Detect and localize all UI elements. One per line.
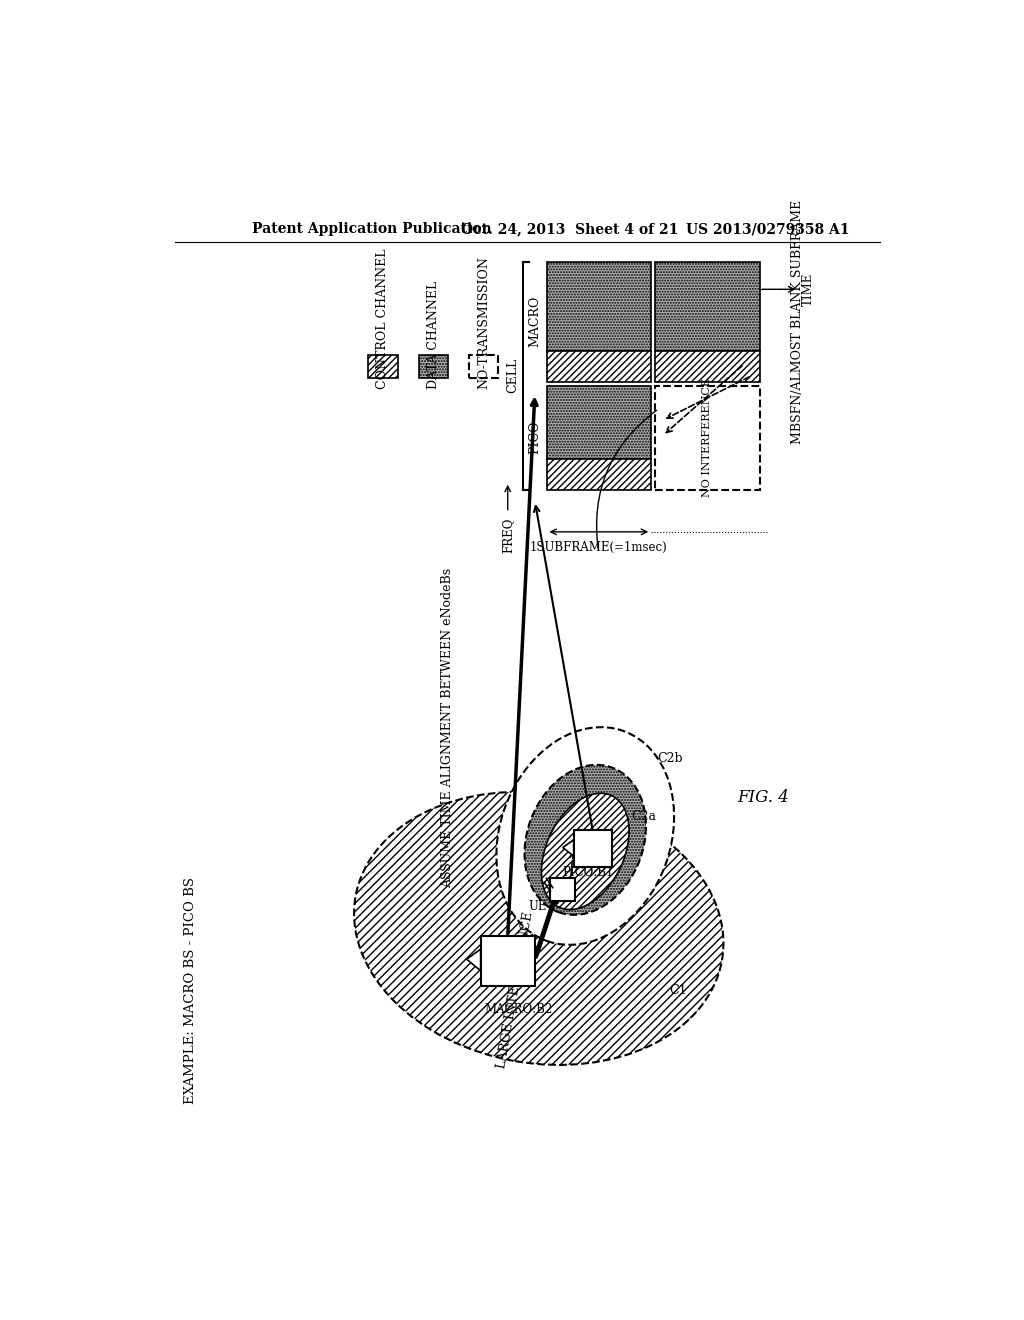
Bar <box>655 351 760 381</box>
Ellipse shape <box>497 727 674 945</box>
Bar <box>573 830 612 867</box>
Text: C1: C1 <box>670 983 687 997</box>
Polygon shape <box>563 840 573 857</box>
Bar <box>469 355 499 378</box>
Text: CELL: CELL <box>506 358 519 393</box>
Text: FREQ: FREQ <box>502 517 514 553</box>
Text: UE: UE <box>528 900 547 913</box>
Text: DATA CHANNEL: DATA CHANNEL <box>427 281 440 389</box>
Bar <box>419 355 449 378</box>
Text: Patent Application Publication: Patent Application Publication <box>252 222 492 236</box>
Text: 1SUBFRAME(=1msec): 1SUBFRAME(=1msec) <box>530 541 668 554</box>
Text: NO-TRANSMISSION: NO-TRANSMISSION <box>477 256 490 389</box>
Text: US 2013/0279358 A1: US 2013/0279358 A1 <box>686 222 850 236</box>
Bar <box>655 263 760 351</box>
Bar <box>550 878 575 902</box>
Text: CONTROL CHANNEL: CONTROL CHANNEL <box>377 249 389 389</box>
Text: LARGE INTERFERENCE: LARGE INTERFERENCE <box>496 911 536 1069</box>
Bar <box>547 459 651 490</box>
Bar <box>655 385 760 490</box>
Bar <box>547 385 651 459</box>
Ellipse shape <box>354 792 723 1065</box>
Text: PICO:B1: PICO:B1 <box>563 866 614 879</box>
Bar <box>547 263 651 351</box>
Text: NO INTERFERENCE: NO INTERFERENCE <box>702 378 713 496</box>
Text: Oct. 24, 2013  Sheet 4 of 21: Oct. 24, 2013 Sheet 4 of 21 <box>461 222 679 236</box>
Text: MACRO: MACRO <box>528 296 542 347</box>
Text: MBSFN/ALMOST BLANK SUBFRAME: MBSFN/ALMOST BLANK SUBFRAME <box>791 199 804 444</box>
Text: TIME: TIME <box>802 273 815 306</box>
Ellipse shape <box>542 793 629 909</box>
Text: ASSUME TIME ALIGNMENT BETWEEN eNodeBs: ASSUME TIME ALIGNMENT BETWEEN eNodeBs <box>440 568 454 888</box>
Text: FIG. 4: FIG. 4 <box>737 789 790 807</box>
Text: PICO: PICO <box>528 420 542 454</box>
Bar <box>547 351 651 381</box>
Polygon shape <box>467 949 480 970</box>
Ellipse shape <box>524 764 646 915</box>
Bar <box>369 355 397 378</box>
Text: EXAMPLE: MACRO BS - PICO BS: EXAMPLE: MACRO BS - PICO BS <box>183 876 197 1104</box>
Bar <box>480 936 535 986</box>
Text: C2b: C2b <box>657 752 683 766</box>
Text: MACRO:B2: MACRO:B2 <box>484 1003 553 1016</box>
Text: C2a: C2a <box>631 810 656 824</box>
